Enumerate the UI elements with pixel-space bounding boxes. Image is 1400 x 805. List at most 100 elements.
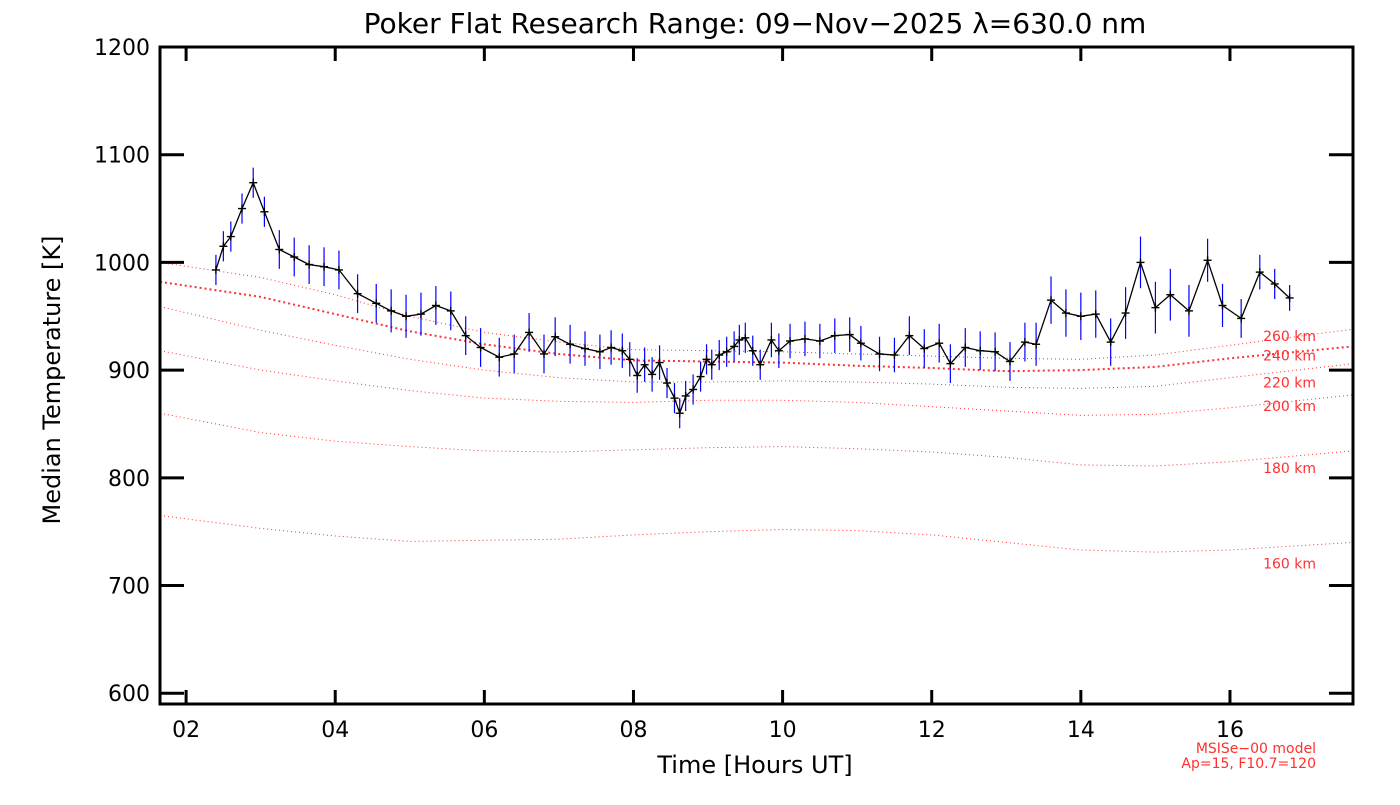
data-point <box>640 360 649 369</box>
data-point <box>1184 306 1193 315</box>
data-point <box>539 349 548 358</box>
data-point <box>633 371 642 380</box>
y-tick-label: 800 <box>108 467 150 492</box>
data-point <box>748 346 757 355</box>
data-point <box>786 337 795 346</box>
data-point <box>1020 338 1029 347</box>
data-point <box>890 351 899 360</box>
data-point <box>1047 296 1056 305</box>
error-bars <box>215 167 1291 429</box>
data-point <box>1166 290 1175 299</box>
data-point <box>372 299 381 308</box>
model-note-line: Ap=15, F10.7=120 <box>1181 756 1316 772</box>
data-point <box>845 330 854 339</box>
data-point <box>1006 357 1015 366</box>
data-point <box>648 370 657 379</box>
data-point <box>625 355 634 364</box>
data-point <box>946 359 955 368</box>
data-point <box>416 310 425 319</box>
y-tick-label: 1100 <box>94 144 150 169</box>
x-axis-title: Time [Hours UT] <box>656 751 852 779</box>
model-curve-label: 260 km <box>1263 329 1316 345</box>
data-point <box>774 346 783 355</box>
data-point <box>675 409 684 418</box>
data-point <box>991 347 1000 356</box>
x-tick-label: 12 <box>918 718 946 743</box>
x-tick-label: 02 <box>172 718 200 743</box>
data-point <box>976 346 985 355</box>
x-tick-label: 16 <box>1216 718 1244 743</box>
data-point <box>1237 314 1246 323</box>
model-curve <box>159 412 1354 467</box>
model-curve-label: 200 km <box>1263 399 1316 415</box>
data-point <box>670 394 679 403</box>
data-point <box>1121 309 1130 318</box>
data-point <box>461 331 470 340</box>
data-point <box>353 289 362 298</box>
y-axis-title: Median Temperature [K] <box>38 235 66 524</box>
data-point <box>431 301 440 310</box>
data-point <box>815 337 824 346</box>
x-tick-label: 14 <box>1067 718 1095 743</box>
data-point <box>211 265 220 274</box>
data-point <box>735 335 744 344</box>
x-tick-label: 10 <box>769 718 797 743</box>
data-point <box>1032 340 1041 349</box>
x-axis-ticks: 02 04 06 08 10 12 14 16 <box>172 47 1244 743</box>
data-point <box>525 328 534 337</box>
model-note: MSISe−00 model Ap=15, F10.7=120 <box>1181 741 1316 772</box>
data-point <box>260 207 269 216</box>
x-tick-label: 08 <box>619 718 647 743</box>
data-point <box>767 335 776 344</box>
data-point <box>741 333 750 342</box>
data-point <box>275 245 284 254</box>
data-point <box>1255 268 1264 277</box>
x-tick-label: 04 <box>321 718 349 743</box>
data-point <box>1203 256 1212 265</box>
data-point <box>961 343 970 352</box>
model-curve-label: 240 km <box>1263 348 1316 364</box>
y-tick-label: 1000 <box>94 251 150 276</box>
model-curves <box>159 261 1354 553</box>
data-point <box>249 178 258 187</box>
data-point <box>226 232 235 241</box>
data-point <box>551 332 560 341</box>
data-point <box>387 306 396 315</box>
data-point <box>1151 303 1160 312</box>
y-tick-label: 700 <box>108 575 150 600</box>
data-point <box>1061 309 1070 318</box>
data-point <box>446 306 455 315</box>
data-point <box>581 344 590 353</box>
data-point <box>510 349 519 358</box>
chart-title: Poker Flat Research Range: 09−Nov−2025 λ… <box>364 7 1147 40</box>
model-curve-labels: 160 km 180 km 200 km 220 km 240 km 260 km <box>1263 329 1316 572</box>
data-point <box>607 343 616 352</box>
data-point <box>1270 279 1279 288</box>
model-curve <box>159 280 1354 373</box>
data-point <box>320 262 329 271</box>
data-point <box>856 339 865 348</box>
data-point <box>219 242 228 251</box>
data-point <box>920 344 929 353</box>
data-point <box>1076 312 1085 321</box>
data-point <box>715 351 724 360</box>
data-point <box>618 346 627 355</box>
data-point <box>595 347 604 356</box>
data-line <box>215 180 1291 416</box>
data-point <box>238 204 247 213</box>
data-point <box>800 334 809 343</box>
data-point <box>702 355 711 364</box>
data-point <box>1136 258 1145 267</box>
model-curve <box>159 515 1354 553</box>
data-point <box>707 360 716 369</box>
model-note-line: MSISe−00 model <box>1196 741 1316 757</box>
y-tick-label: 600 <box>108 682 150 707</box>
data-point <box>663 379 672 388</box>
y-tick-label: 1200 <box>94 36 150 61</box>
data-point <box>756 360 765 369</box>
data-point <box>689 385 698 394</box>
y-tick-label: 900 <box>108 359 150 384</box>
data-point <box>1106 338 1115 347</box>
